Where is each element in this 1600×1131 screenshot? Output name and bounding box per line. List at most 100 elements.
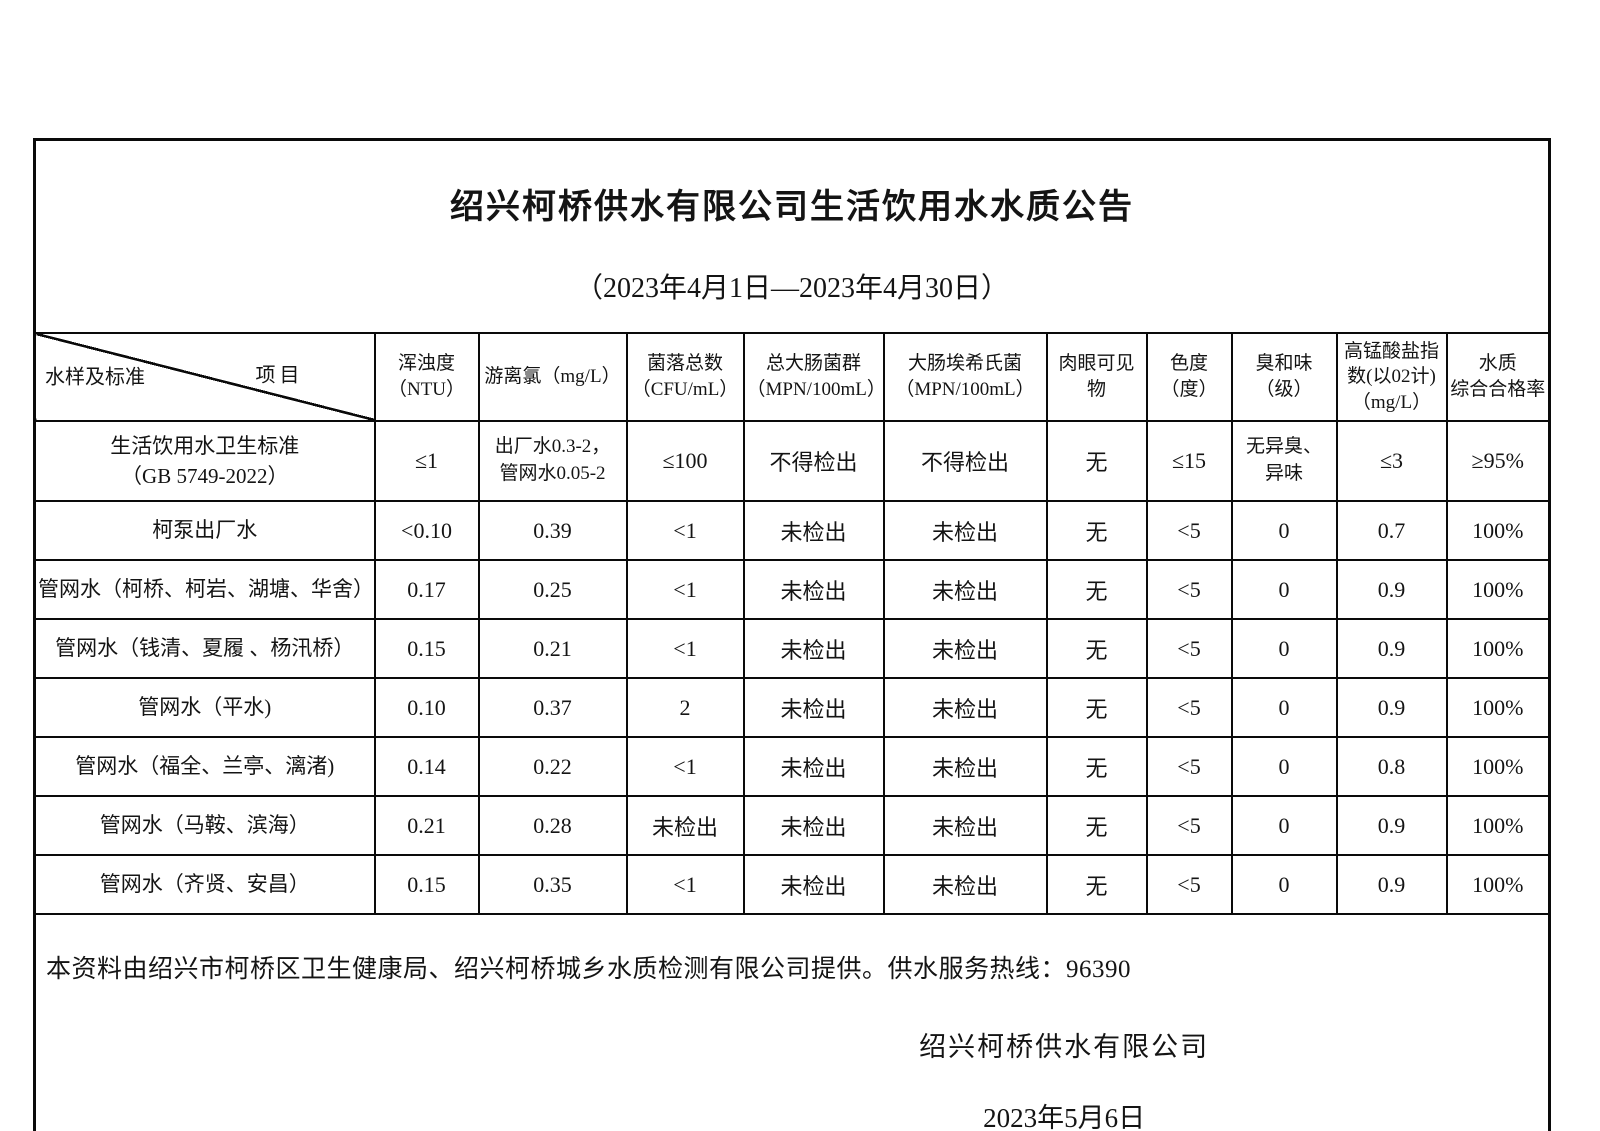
cell: 无: [1045, 795, 1148, 856]
water-quality-announcement-table: 绍兴柯桥供水有限公司生活饮用水水质公告 （2023年4月1日—2023年4月30…: [33, 138, 1552, 1131]
cell: 不得检出: [882, 420, 1048, 502]
col-header-chroma: 色度 （度）: [1145, 332, 1233, 422]
cell: 100%: [1445, 795, 1551, 856]
col-header-total-coliform: 总大肠菌群 （MPN/100mL）: [742, 332, 885, 422]
cell: 0.9: [1335, 559, 1448, 620]
col-header-colony-count: 菌落总数 （CFU/mL）: [625, 332, 745, 422]
cell: 无: [1045, 736, 1148, 797]
cell: 未检出: [882, 736, 1048, 797]
cell: <5: [1145, 618, 1233, 679]
cell: 无: [1045, 677, 1148, 738]
col-header-permanganate-index: 高锰酸盐指 数(以02计) （mg/L）: [1335, 332, 1448, 422]
cell: 0.22: [477, 736, 628, 797]
cell: 无: [1045, 420, 1148, 502]
table-row-standard: 生活饮用水卫生标准 （GB 5749-2022） ≤1 出厂水0.3-2， 管网…: [33, 420, 1551, 502]
cell: ≤100: [625, 420, 745, 502]
row-label: 管网水（马鞍、滨海）: [33, 795, 376, 856]
cell: 未检出: [742, 559, 885, 620]
cell: 0: [1230, 500, 1338, 561]
cell: 0.39: [477, 500, 628, 561]
col-header-overall-pass-rate: 水质 综合合格率: [1445, 332, 1551, 422]
row-label: 管网水（柯桥、柯岩、湖塘、华舍）: [33, 559, 376, 620]
cell: 0.17: [373, 559, 480, 620]
col-header-free-chlorine: 游离氯（mg/L）: [477, 332, 628, 422]
row-label: 柯泵出厂水: [33, 500, 376, 561]
table-row-pipe-fuquan: 管网水（福全、兰亭、漓渚) 0.14 0.22 <1 未检出 未检出 无 <5 …: [33, 736, 1551, 797]
table-row-pipe-keqiao: 管网水（柯桥、柯岩、湖塘、华舍） 0.17 0.25 <1 未检出 未检出 无 …: [33, 559, 1551, 620]
cell: 0.10: [373, 677, 480, 738]
cell: <5: [1145, 500, 1233, 561]
cell: 0.35: [477, 854, 628, 915]
row-label: 管网水（钱清、夏履 、杨汛桥）: [33, 618, 376, 679]
table-row-pipe-pingshui: 管网水（平水) 0.10 0.37 2 未检出 未检出 无 <5 0 0.9 1…: [33, 677, 1551, 738]
cell: 未检出: [742, 795, 885, 856]
cell: 100%: [1445, 854, 1551, 915]
cell: 无: [1045, 618, 1148, 679]
row-label: 生活饮用水卫生标准 （GB 5749-2022）: [33, 420, 376, 502]
footer-block: 本资料由绍兴市柯桥区卫生健康局、绍兴柯桥城乡水质检测有限公司提供。供水服务热线：…: [34, 913, 1550, 1131]
announcement-table: 绍兴柯桥供水有限公司生活饮用水水质公告 （2023年4月1日—2023年4月30…: [33, 138, 1552, 1131]
cell: 未检出: [742, 500, 885, 561]
cell: <1: [625, 618, 745, 679]
cell: ≤1: [373, 420, 480, 502]
cell: 不得检出: [742, 420, 885, 502]
cell: ≤15: [1145, 420, 1233, 502]
corner-label-item: 项目: [255, 364, 304, 387]
cell: 未检出: [625, 795, 745, 856]
cell: 未检出: [882, 677, 1048, 738]
cell: 0.21: [373, 795, 480, 856]
cell: 0.9: [1335, 854, 1448, 915]
cell: 0: [1230, 795, 1338, 856]
cell: <1: [625, 854, 745, 915]
cell: 未检出: [742, 854, 885, 915]
cell: 0.37: [477, 677, 628, 738]
cell: <1: [625, 736, 745, 797]
table-row-pipe-qixian: 管网水（齐贤、安昌） 0.15 0.35 <1 未检出 未检出 无 <5 0 0…: [33, 854, 1551, 915]
cell: 2: [625, 677, 745, 738]
cell: 0.14: [373, 736, 480, 797]
cell: 0: [1230, 677, 1338, 738]
cell: 0: [1230, 854, 1338, 915]
cell: 未检出: [882, 854, 1048, 915]
row-label: 管网水（齐贤、安昌）: [33, 854, 376, 915]
cell: <5: [1145, 677, 1233, 738]
cell: <5: [1145, 736, 1233, 797]
cell: 未检出: [882, 795, 1048, 856]
cell: 100%: [1445, 559, 1551, 620]
cell: 0: [1230, 736, 1338, 797]
cell: 100%: [1445, 736, 1551, 797]
col-header-ecoli: 大肠埃希氏菌 （MPN/100mL）: [882, 332, 1048, 422]
footer-date: 2023年5月6日: [983, 1103, 1146, 1131]
cell: <1: [625, 559, 745, 620]
cell: 100%: [1445, 500, 1551, 561]
cell: 0: [1230, 559, 1338, 620]
row-label: 管网水（平水): [33, 677, 376, 738]
footer-note: 本资料由绍兴市柯桥区卫生健康局、绍兴柯桥城乡水质检测有限公司提供。供水服务热线：…: [46, 956, 1132, 983]
col-header-odor-taste: 臭和味 （级）: [1230, 332, 1338, 422]
cell: 0.28: [477, 795, 628, 856]
cell: 0.8: [1335, 736, 1448, 797]
cell: 无: [1045, 559, 1148, 620]
row-label: 管网水（福全、兰亭、漓渚): [33, 736, 376, 797]
cell: 未检出: [882, 618, 1048, 679]
doc-subtitle: （2023年4月1日—2023年4月30日）: [575, 273, 1010, 304]
table-row-pipe-maan: 管网水（马鞍、滨海） 0.21 0.28 未检出 未检出 未检出 无 <5 0 …: [33, 795, 1551, 856]
footer-signature: 绍兴柯桥供水有限公司: [919, 1032, 1210, 1062]
cell: 未检出: [742, 618, 885, 679]
corner-header-cell: 水样及标准 项目: [33, 332, 376, 422]
table-row-factory-water: 柯泵出厂水 <0.10 0.39 <1 未检出 未检出 无 <5 0 0.7 1…: [33, 500, 1551, 561]
cell: 未检出: [742, 736, 885, 797]
cell: 0.9: [1335, 677, 1448, 738]
cell: 0.25: [477, 559, 628, 620]
cell: 无异臭、 异味: [1230, 420, 1338, 502]
cell: 0.9: [1335, 618, 1448, 679]
corner-label-sample-standard: 水样及标准: [45, 366, 145, 389]
cell: 0: [1230, 618, 1338, 679]
cell: 无: [1045, 854, 1148, 915]
cell: <5: [1145, 795, 1233, 856]
cell: 0.15: [373, 618, 480, 679]
cell: <5: [1145, 854, 1233, 915]
col-header-turbidity: 浑浊度 （NTU）: [373, 332, 480, 422]
cell: 0.7: [1335, 500, 1448, 561]
